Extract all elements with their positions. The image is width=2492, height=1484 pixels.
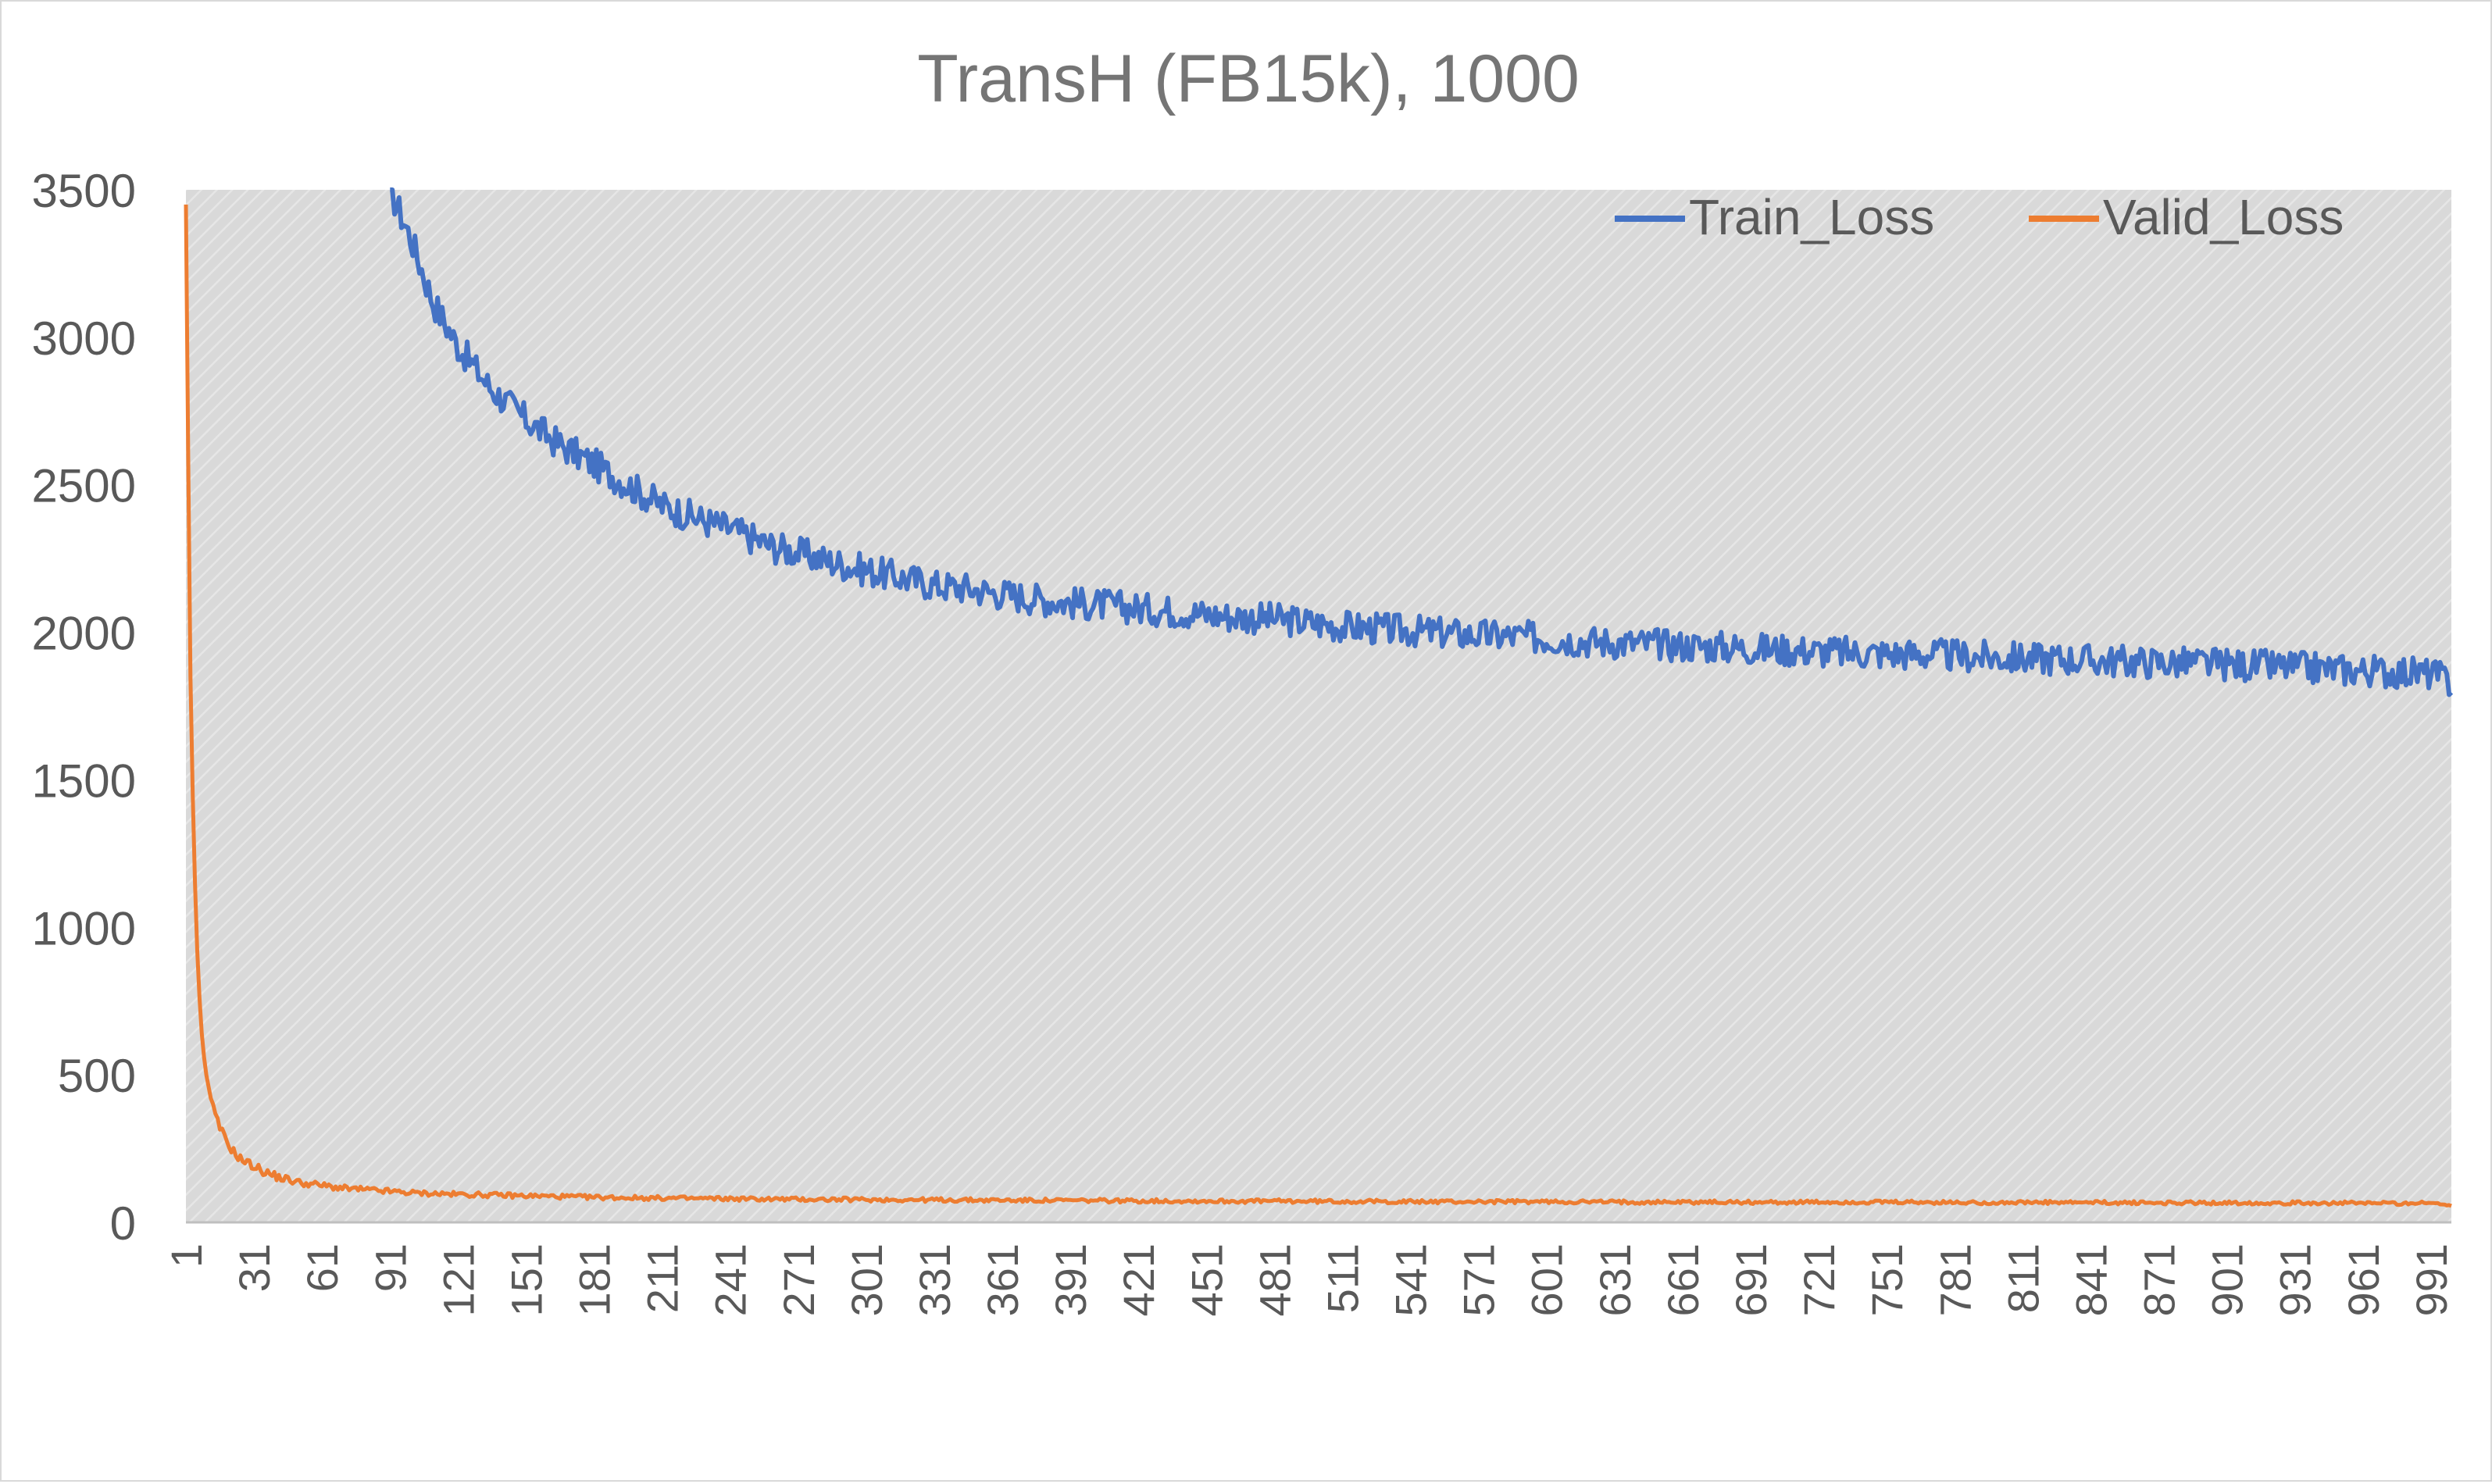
series-layer xyxy=(184,187,2454,1208)
y-axis: 0 500 1000 1500 2000 2500 3000 3500 xyxy=(32,165,136,1250)
y-tick-label: 500 xyxy=(58,1050,136,1102)
x-tick-label: 91 xyxy=(366,1243,415,1292)
y-tick-label: 1000 xyxy=(32,902,136,954)
x-tick-label: 751 xyxy=(1862,1243,1912,1316)
x-tick-label: 31 xyxy=(230,1243,279,1292)
y-tick-label: 1500 xyxy=(32,754,136,807)
legend: Train_Loss Valid_Loss xyxy=(1615,189,2344,245)
x-tick-label: 901 xyxy=(2203,1243,2252,1316)
x-tick-label: 391 xyxy=(1046,1243,1095,1316)
x-tick-label: 301 xyxy=(842,1243,891,1316)
x-tick-label: 241 xyxy=(706,1243,755,1316)
x-tick-label: 421 xyxy=(1114,1243,1163,1316)
y-tick-label: 2000 xyxy=(32,608,136,660)
series-line-train-loss xyxy=(390,187,2454,697)
x-tick-label: 661 xyxy=(1658,1243,1708,1316)
x-tick-label: 931 xyxy=(2271,1243,2320,1316)
x-tick-label: 61 xyxy=(298,1243,347,1292)
x-tick-label: 601 xyxy=(1523,1243,1572,1316)
x-tick-label: 781 xyxy=(1930,1243,1980,1316)
x-tick-label: 631 xyxy=(1591,1243,1640,1316)
x-tick-label: 991 xyxy=(2407,1243,2456,1316)
legend-label-train-loss: Train_Loss xyxy=(1689,189,1934,245)
y-tick-label: 0 xyxy=(110,1197,136,1250)
x-tick-label: 121 xyxy=(434,1243,483,1316)
x-tick-label: 571 xyxy=(1455,1243,1504,1316)
x-tick-label: 871 xyxy=(2135,1243,2184,1316)
legend-label-valid-loss: Valid_Loss xyxy=(2103,189,2344,245)
plot-area xyxy=(186,190,2451,1222)
x-tick-label: 481 xyxy=(1250,1243,1299,1316)
y-tick-label: 2500 xyxy=(32,460,136,512)
x-tick-label: 361 xyxy=(978,1243,1027,1316)
x-tick-label: 271 xyxy=(774,1243,823,1316)
x-tick-label: 331 xyxy=(910,1243,959,1316)
x-tick-label: 181 xyxy=(570,1243,619,1316)
series-line-valid-loss xyxy=(184,204,2452,1208)
x-tick-label: 511 xyxy=(1318,1243,1367,1313)
x-tick-label: 811 xyxy=(1998,1243,2048,1313)
y-tick-label: 3000 xyxy=(32,312,136,365)
x-tick-label: 151 xyxy=(502,1243,551,1316)
chart-title: TransH (FB15k), 1000 xyxy=(917,41,1580,116)
x-tick-label: 841 xyxy=(2066,1243,2115,1316)
y-tick-label: 3500 xyxy=(32,165,136,217)
x-tick-label: 961 xyxy=(2339,1243,2388,1316)
x-tick-label: 451 xyxy=(1182,1243,1231,1316)
x-tick-label: 211 xyxy=(638,1243,687,1313)
x-tick-label: 721 xyxy=(1794,1243,1844,1316)
x-axis: 1 31 61 91 121 151 181 211 241 271 301 331 361 391 421… xyxy=(162,1221,2456,1316)
x-tick-label: 691 xyxy=(1726,1243,1776,1316)
x-tick-label: 541 xyxy=(1387,1243,1436,1316)
x-tick-label: 1 xyxy=(162,1243,211,1268)
